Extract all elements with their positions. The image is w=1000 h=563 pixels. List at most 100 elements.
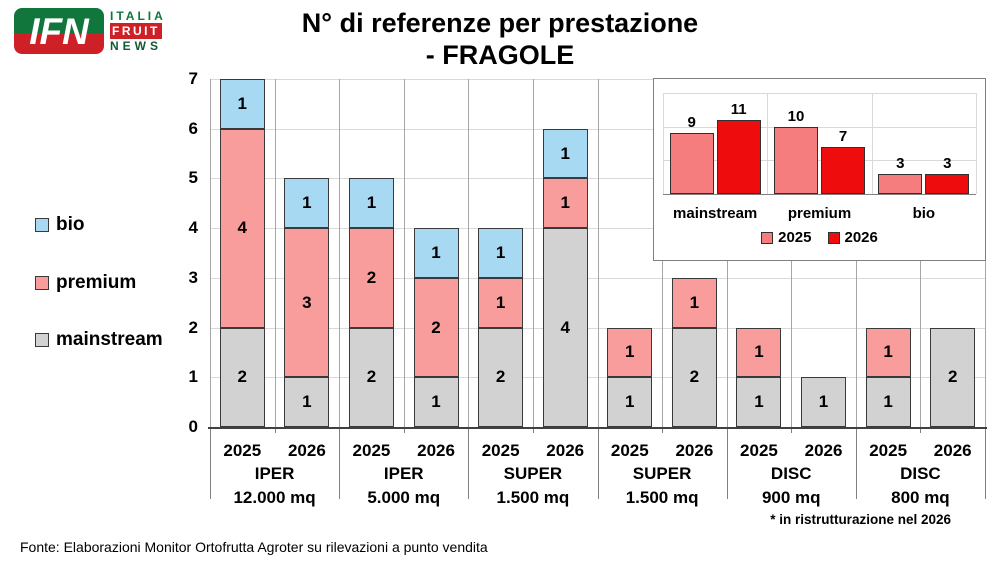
gridline-v: [468, 79, 470, 427]
inset-gridline-v: [663, 93, 664, 194]
y-axis-label: 6: [188, 118, 198, 138]
bar-segment-mainstream: 2: [478, 327, 524, 427]
bar-segment-premium: 1: [478, 277, 524, 328]
x-axis-year-label: 2025: [481, 441, 520, 460]
inset-gridline-v: [976, 93, 977, 194]
x-axis-year-label: 2025: [610, 441, 649, 460]
inset-bar-2026: [925, 173, 970, 194]
legend-swatch-bio: [35, 218, 49, 232]
bar-segment-mainstream: 2: [219, 327, 265, 427]
inset-legend-swatch-2025: [761, 231, 774, 244]
x-axis-group-name: IPER: [254, 464, 295, 483]
bar-segment-mainstream: 1: [607, 377, 653, 427]
y-axis-label: 1: [188, 367, 198, 387]
chart-title-line2: - FRAGOLE: [425, 40, 575, 70]
inset-totals-bar-chart: 9 10 3 11 7 3 mainstream premium bio 2025 2026: [653, 78, 986, 261]
legend-label-bio: bio: [56, 214, 85, 235]
inset-category-label: mainstream: [673, 205, 758, 222]
legend-label-mainstream: mainstream: [56, 329, 163, 350]
inset-bar-value: 9: [687, 114, 696, 132]
inset-category-label: premium: [787, 205, 852, 222]
legend-swatch-premium: [35, 275, 49, 290]
bar-segment-mainstream: 2: [348, 327, 394, 427]
bar-segment-premium: 1: [736, 327, 782, 378]
group-separator-tick: [855, 427, 857, 499]
inset-gridline-v: [767, 93, 769, 194]
x-axis-year-label: 2026: [417, 441, 455, 460]
inset-bar-value: 3: [943, 154, 952, 172]
inset-bar-2025: [774, 126, 818, 194]
group-separator-tick: [210, 427, 211, 499]
bar-segment-mainstream: 1: [413, 377, 459, 427]
inset-legend-item-2025: 2025: [761, 229, 812, 246]
x-axis-group-name: SUPER: [632, 464, 692, 483]
inset-bar-value: 11: [730, 100, 747, 118]
chart-title-line1: N° di referenze per prestazione: [301, 8, 699, 38]
bar-segment-premium: 1: [671, 277, 717, 328]
gridline-v: [403, 79, 405, 427]
x-axis-year-label: 2026: [287, 441, 326, 460]
x-axis-group-name: DISC: [770, 464, 812, 483]
bar-segment-premium: 1: [865, 327, 911, 378]
legend-item-mainstream: mainstream: [35, 329, 163, 351]
y-axis-label: 0: [188, 417, 198, 436]
bar-segment-premium: 3: [284, 228, 330, 378]
x-axis-group-name: SUPER: [503, 464, 563, 483]
bar-segment-bio: 1: [219, 79, 265, 129]
bar-segment-bio: 1: [413, 228, 459, 278]
gridline-v: [597, 79, 599, 427]
y-axis-label: 5: [188, 168, 198, 188]
bar-segment-bio: 1: [284, 178, 330, 229]
inset-legend-label-2026: 2026: [844, 229, 878, 246]
bar-segment-premium: 2: [348, 228, 394, 328]
inset-bar-value: 10: [787, 107, 805, 125]
series-legend: bio premium mainstream: [35, 214, 205, 354]
axis-tick: [274, 427, 276, 433]
inset-gridline-v: [871, 93, 873, 194]
bar-segment-mainstream: 2: [930, 327, 976, 427]
legend-label-premium: premium: [56, 271, 137, 293]
x-axis-line: [208, 427, 987, 429]
chart-title: N° di referenze per prestazione - FRAGOL…: [200, 7, 800, 71]
source-credit: Fonte: Elaborazioni Monitor Ortofrutta A…: [20, 539, 488, 555]
x-axis-group-size: 5.000 mq: [367, 488, 441, 507]
x-axis-year-label: 2025: [352, 441, 391, 460]
inset-gridline-h: [663, 93, 976, 94]
legend-item-premium: premium: [35, 272, 136, 294]
legend-item-bio: bio: [35, 214, 85, 236]
bar-segment-mainstream: 1: [284, 377, 330, 427]
axis-tick: [920, 427, 922, 433]
group-separator-tick: [726, 427, 728, 499]
x-axis-group-size: 900 mq: [761, 488, 821, 507]
gridline-v: [339, 79, 341, 427]
bar-segment-bio: 1: [348, 178, 394, 229]
y-axis-label: 7: [188, 69, 198, 88]
legend-swatch-mainstream: [35, 333, 49, 347]
group-separator-tick: [468, 427, 470, 499]
y-axis-label: 4: [188, 218, 198, 238]
inset-axis-line: [663, 194, 976, 195]
footnote: * in ristrutturazione nel 2026: [770, 512, 951, 527]
x-axis-year-label: 2025: [869, 441, 908, 460]
y-axis-label: 3: [188, 267, 198, 287]
inset-bar-2026: [821, 146, 865, 194]
axis-tick: [791, 427, 793, 433]
x-axis-year-label: 2026: [804, 441, 843, 460]
inset-bar-2025: [669, 133, 714, 194]
ifn-logo-wordmark: ITALIA FRUIT NEWS: [110, 9, 166, 53]
inset-category-label: bio: [912, 205, 936, 222]
x-axis-group-size: 1.500 mq: [625, 488, 699, 507]
ifn-logo: IFN ITALIA FRUIT NEWS: [14, 8, 166, 54]
ifn-logo-text: IFN: [29, 10, 89, 52]
gridline-v: [274, 79, 276, 427]
axis-tick: [662, 427, 664, 433]
inset-gridline-h: [663, 126, 976, 128]
logo-word-fruit: FRUIT: [110, 23, 162, 39]
inset-bar-value: 7: [838, 127, 848, 145]
inset-legend: 2025 2026: [654, 229, 985, 246]
inset-bar-value: 3: [896, 154, 905, 172]
x-axis-year-label: 2026: [546, 441, 585, 460]
bar-segment-mainstream: 1: [736, 377, 782, 427]
bar-segment-premium: 1: [542, 178, 588, 229]
